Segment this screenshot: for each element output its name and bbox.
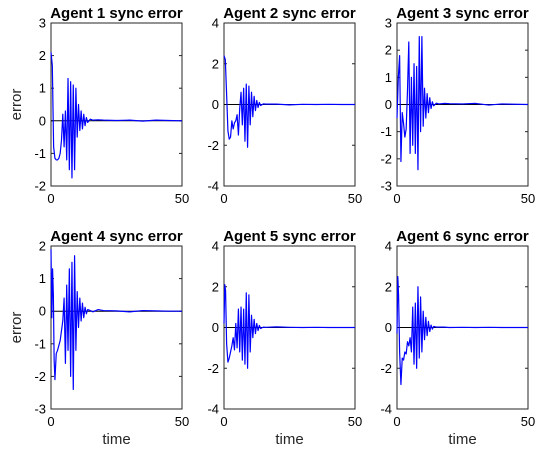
x-tick-label: 0 [220,414,227,429]
y-tick-label: 0 [39,113,46,128]
x-tick-label: 0 [47,191,54,206]
y-tick-label: 3 [39,16,46,31]
y-tick-label: -2 [34,179,46,194]
y-tick-label: -2 [207,138,219,153]
x-tick-label: 50 [521,414,535,429]
y-tick-label: -2 [380,151,392,166]
y-tick-label: 4 [212,16,219,31]
y-tick-label: -1 [380,124,392,139]
y-tick-label: 4 [212,239,219,254]
x-tick-label: 0 [393,414,400,429]
y-tick-label: 2 [39,239,46,254]
sync-error-line [223,284,355,369]
plot-title: Agent 6 sync error [396,228,529,245]
y-tick-label: 2 [385,279,392,294]
x-tick-label: 50 [175,414,189,429]
y-tick-label: 1 [39,81,46,96]
x-tick-label: 50 [175,191,189,206]
y-tick-label: 3 [385,16,392,31]
plot-title: Agent 1 sync error [50,5,183,22]
plot-title: Agent 4 sync error [50,228,183,245]
subplot-agent-3: Agent 3 sync error -3 -2 -1 0 1 2 3 0 50 [380,5,535,206]
y-tick-label: -4 [207,402,219,417]
plot-title: Agent 3 sync error [396,5,529,22]
x-tick-label: 50 [348,414,362,429]
x-axis-label: time [448,431,476,448]
subplot-agent-5: Agent 5 sync error -4 -2 0 2 4 0 50 time [207,228,362,448]
x-tick-label: 0 [220,191,227,206]
y-tick-label: -2 [34,369,46,384]
y-tick-label: -3 [380,179,392,194]
y-tick-label: -1 [34,336,46,351]
y-tick-label: 2 [212,279,219,294]
plot-title: Agent 5 sync error [223,228,356,245]
y-tick-label: -2 [207,361,219,376]
x-axis-label: time [102,431,130,448]
y-tick-label: 1 [385,70,392,85]
plot-title: Agent 2 sync error [223,5,356,22]
y-tick-label: 2 [39,48,46,63]
y-tick-label: -2 [380,361,392,376]
y-tick-label: -1 [34,146,46,161]
y-tick-label: 0 [212,320,219,335]
y-tick-label: 0 [385,320,392,335]
y-tick-label: 0 [212,97,219,112]
sync-error-line [50,249,182,391]
y-tick-label: 0 [385,97,392,112]
sync-error-line [50,52,183,179]
y-axis-label: error [8,89,25,121]
y-tick-label: -3 [34,402,46,417]
y-tick-label: 4 [385,239,392,254]
y-tick-label: -4 [380,402,392,417]
sync-error-line [396,35,529,171]
y-tick-label: 1 [39,271,46,286]
subplot-agent-2: Agent 2 sync error -4 -2 0 2 4 0 50 [207,5,362,206]
x-tick-label: 0 [47,414,54,429]
y-axis-label: error [8,312,25,344]
y-tick-label: 2 [385,43,392,58]
x-tick-label: 50 [348,191,362,206]
y-tick-label: 0 [39,304,46,319]
sync-error-line [396,275,528,386]
y-tick-label: -4 [207,179,219,194]
x-tick-label: 50 [521,191,535,206]
subplot-agent-6: Agent 6 sync error -4 -2 0 2 4 0 50 time [380,228,535,448]
x-axis-label: time [275,431,303,448]
sync-error-line [223,55,355,148]
y-tick-label: 2 [212,56,219,71]
subplot-agent-1: Agent 1 sync error -2 -1 0 1 2 3 0 50 error [8,5,189,206]
x-tick-label: 0 [393,191,400,206]
subplot-agent-4: Agent 4 sync error -3 -2 -1 0 1 2 0 50 error time [8,228,189,448]
